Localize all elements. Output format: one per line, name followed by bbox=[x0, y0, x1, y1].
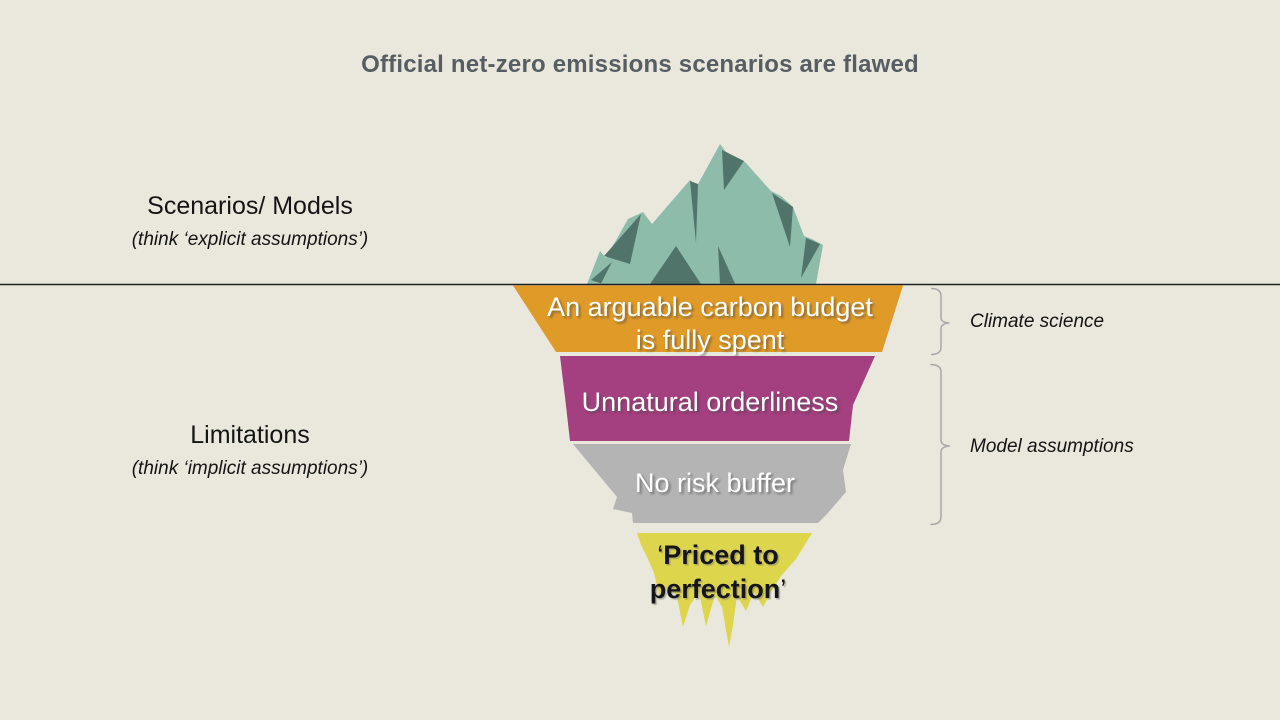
iceberg-tip-shadow-facets bbox=[591, 150, 820, 284]
model-assumptions-label: Model assumptions bbox=[970, 436, 1134, 457]
label-group-scenarios-models: Scenarios/ Models (think ‘explicit assum… bbox=[55, 192, 445, 251]
layer-priced-perfection-shape bbox=[637, 533, 812, 647]
carbon-budget-label: An arguable carbon budget is fully spent bbox=[547, 292, 873, 355]
orderliness-label: Unnatural orderliness bbox=[581, 387, 839, 417]
layer-orderliness-shape bbox=[560, 356, 875, 441]
climate-science-bracket bbox=[930, 287, 950, 356]
limitations-heading: Limitations bbox=[190, 421, 310, 449]
implicit-assumptions-subtext: (think ‘implicit assumptions’) bbox=[131, 458, 369, 479]
layer-risk-buffer-shape bbox=[573, 444, 851, 523]
climate-science-label: Climate science bbox=[970, 311, 1105, 332]
iceberg-tip-shape bbox=[587, 144, 823, 284]
label-group-limitations: Limitations (think ‘implicit assumptions… bbox=[55, 421, 445, 480]
priced-to-perfection-label: ‘Priced to perfection’ bbox=[615, 538, 821, 606]
scenarios-models-heading: Scenarios/ Models bbox=[147, 192, 353, 220]
layer-carbon-budget-shape bbox=[513, 285, 903, 352]
explicit-assumptions-subtext: (think ‘explicit assumptions’) bbox=[131, 229, 369, 250]
risk-buffer-label: No risk buffer bbox=[634, 468, 796, 498]
close-quote: ’ bbox=[780, 574, 787, 604]
slide-title: Official net-zero emissions scenarios ar… bbox=[361, 51, 919, 78]
open-quote: ‘ bbox=[657, 540, 664, 570]
model-assumptions-bracket bbox=[930, 363, 951, 526]
priced-to-perfection-text: Priced to perfection bbox=[649, 540, 781, 604]
